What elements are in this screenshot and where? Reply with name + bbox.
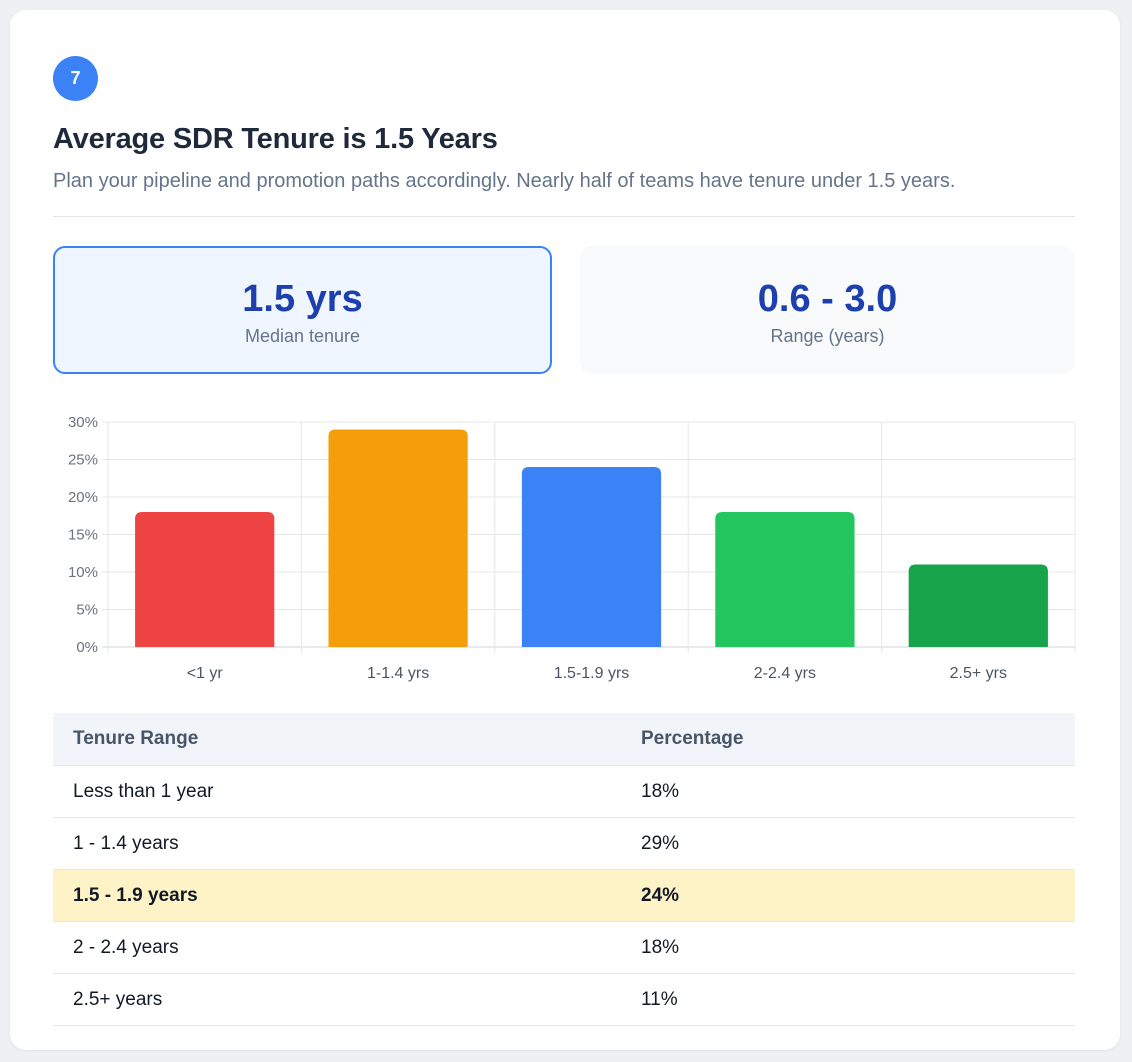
tenure-range-cell: Less than 1 year — [53, 765, 621, 818]
tenure-bar-chart: 0% 5% 10% 15% 20% 25% 30% <1 yr 1-1.4 yrs 1.5-1.9… — [68, 414, 1076, 682]
table-row: 2.5+ years 11% — [53, 973, 1075, 1026]
stat-value: 1.5 yrs — [242, 278, 363, 320]
x-tick-label: 1.5-1.9 yrs — [554, 665, 630, 682]
table-row: 2 - 2.4 years 18% — [53, 921, 1075, 974]
tenure-range-cell: 1 - 1.4 years — [53, 817, 621, 870]
table-row: Less than 1 year 18% — [53, 765, 1075, 818]
tenure-range-cell: 1.5 - 1.9 years — [53, 869, 621, 922]
percentage-cell: 24% — [621, 869, 1075, 922]
stat-label: Range (years) — [770, 326, 885, 346]
card-subtitle: Plan your pipeline and promotion paths a… — [53, 170, 956, 192]
y-tick-label: 10% — [68, 564, 98, 581]
y-tick-label: 15% — [68, 527, 98, 544]
card-title: Average SDR Tenure is 1.5 Years — [53, 123, 498, 155]
y-tick-label: 5% — [76, 602, 98, 619]
column-header-percentage: Percentage — [621, 713, 1075, 766]
tenure-table: Tenure Range Percentage Less than 1 year… — [53, 713, 1075, 1026]
table-header-row: Tenure Range Percentage — [53, 713, 1075, 766]
y-tick-label: 0% — [76, 639, 98, 656]
tenure-range-cell: 2 - 2.4 years — [53, 921, 621, 974]
tenure-card: 7 Average SDR Tenure is 1.5 Years Plan y… — [10, 10, 1120, 1050]
median-tenure-stat: 1.5 yrs Median tenure — [53, 246, 552, 374]
percentage-cell: 29% — [621, 817, 1075, 870]
x-tick-label: 2.5+ yrs — [950, 665, 1007, 682]
x-tick-label: 2-2.4 yrs — [754, 665, 816, 682]
y-tick-label: 25% — [68, 452, 98, 469]
tenure-range-cell: 2.5+ years — [53, 973, 621, 1026]
x-tick-label: <1 yr — [187, 665, 224, 682]
step-number-badge: 7 — [53, 56, 98, 101]
bar — [521, 467, 662, 647]
y-tick-label: 20% — [68, 489, 98, 506]
percentage-cell: 11% — [621, 973, 1075, 1026]
header-divider — [53, 216, 1075, 217]
percentage-cell: 18% — [621, 921, 1075, 974]
bar — [328, 429, 468, 647]
table-row-highlighted: 1.5 - 1.9 years 24% — [53, 869, 1075, 922]
stat-label: Median tenure — [244, 326, 361, 346]
stat-value: 0.6 - 3.0 — [757, 278, 898, 320]
bar — [135, 512, 275, 647]
bar — [908, 564, 1048, 647]
tenure-range-stat: 0.6 - 3.0 Range (years) — [580, 246, 1075, 374]
y-tick-label: 30% — [68, 414, 98, 431]
bar — [715, 512, 855, 647]
table-row: 1 - 1.4 years 29% — [53, 817, 1075, 870]
column-header-range: Tenure Range — [53, 713, 621, 766]
percentage-cell: 18% — [621, 765, 1075, 818]
x-tick-label: 1-1.4 yrs — [367, 665, 429, 682]
